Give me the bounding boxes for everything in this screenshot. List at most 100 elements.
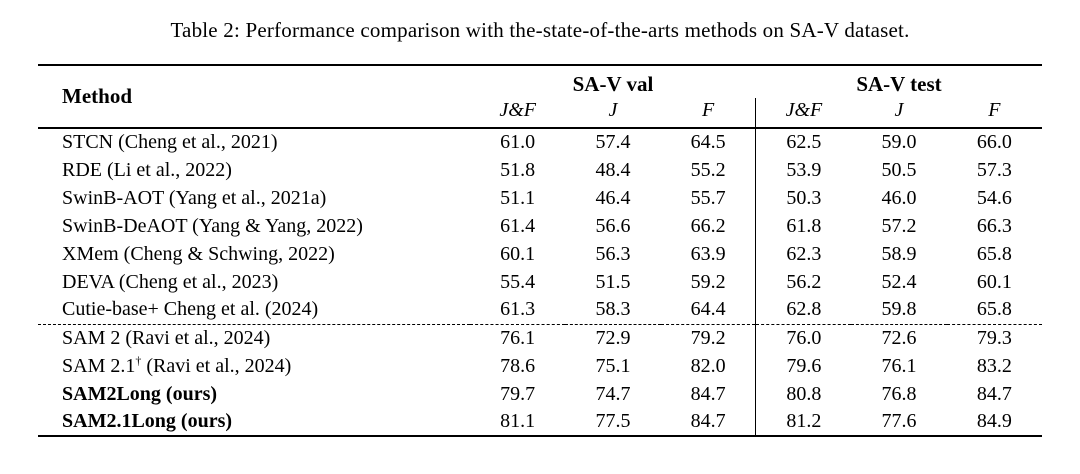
results-table: Method SA-V val SA-V test J&F J F J&F J … — [38, 64, 1042, 437]
metric-header-val-j: J — [608, 99, 618, 121]
value-cell: 60.1 — [976, 270, 1012, 293]
value-cell: 50.3 — [755, 184, 852, 212]
value-cell: 79.2 — [660, 323, 756, 352]
table-row: SwinB-DeAOT (Yang & Yang, 2022) 61.4 56.6 6… — [38, 212, 1042, 240]
table-row: RDE (Li et al., 2022) 51.8 48.4 55.2 53.9 50.… — [38, 156, 1042, 184]
table-body: STCN (Cheng et al., 2021) 61.0 57.4 64.5 62.… — [38, 128, 1042, 436]
table-row: SAM 2 (Ravi et al., 2024) 76.1 72.9 79.2 76.… — [38, 323, 1042, 352]
value-cell: 62.8 — [755, 296, 852, 324]
value-cell: 55.7 — [690, 186, 726, 209]
value-cell: 79.6 — [755, 352, 852, 380]
value-cell: 81.2 — [755, 408, 852, 436]
value-cell: 59.0 — [881, 131, 917, 153]
value-cell: 48.4 — [595, 158, 631, 181]
value-cell: 51.1 — [500, 186, 536, 209]
value-cell: 60.1 — [500, 242, 536, 265]
value-cell: 52.4 — [881, 270, 917, 293]
value-cell: 75.1 — [595, 354, 631, 377]
method-cell: XMem (Cheng & Schwing, 2022) — [62, 242, 335, 265]
value-cell: 74.7 — [595, 382, 631, 405]
method-cell: DEVA (Cheng et al., 2023) — [62, 270, 279, 293]
method-cell: RDE (Li et al., 2022) — [62, 158, 232, 181]
value-cell: 65.8 — [976, 298, 1012, 321]
value-cell: 57.3 — [976, 158, 1012, 181]
table-row: DEVA (Cheng et al., 2023) 55.4 51.5 59.2 56.… — [38, 268, 1042, 296]
value-cell: 79.7 — [500, 382, 536, 405]
value-cell: 66.3 — [976, 214, 1012, 237]
metric-header-val-f: F — [701, 99, 715, 121]
value-cell: 57.2 — [881, 214, 917, 237]
table-container: Method SA-V val SA-V test J&F J F J&F J … — [38, 64, 1042, 437]
method-cell: SAM2Long (ours) — [62, 382, 218, 405]
dagger-mark: † — [135, 352, 142, 367]
value-cell: 55.4 — [500, 270, 536, 293]
value-cell: 50.5 — [881, 158, 917, 181]
metric-header-test-jf: J&F — [755, 98, 852, 128]
value-cell: 84.9 — [976, 410, 1012, 432]
value-cell: 51.5 — [595, 270, 631, 293]
method-cell: SAM2.1Long (ours) — [62, 410, 233, 432]
method-cell: STCN (Cheng et al., 2021) — [62, 131, 278, 153]
value-cell: 61.4 — [500, 214, 536, 237]
value-cell: 55.2 — [690, 158, 726, 181]
value-cell: 84.7 — [690, 382, 726, 405]
group-header-sav-test: SA-V test — [856, 71, 942, 96]
method-cell: SwinB-AOT (Yang et al., 2021a) — [62, 186, 327, 209]
value-cell: 61.3 — [500, 298, 536, 321]
value-cell: 63.9 — [690, 242, 726, 265]
value-cell: 66.2 — [690, 214, 726, 237]
value-cell: 78.6 — [500, 354, 536, 377]
value-cell: 56.3 — [595, 242, 631, 265]
metric-header-test-j: J — [894, 99, 904, 121]
value-cell: 84.7 — [976, 382, 1012, 405]
value-cell: 59.2 — [690, 270, 726, 293]
value-cell: 76.1 — [881, 354, 917, 377]
table-row: SAM2.1Long (ours) 81.1 77.5 84.7 81.2 77.6 84.… — [38, 408, 1042, 436]
value-cell: 56.6 — [595, 214, 631, 237]
value-cell: 59.8 — [881, 298, 917, 321]
value-cell: 83.2 — [976, 354, 1012, 377]
table-row: SwinB-AOT (Yang et al., 2021a) 51.1 46.4 55… — [38, 184, 1042, 212]
value-cell: 64.5 — [690, 131, 726, 153]
value-cell: 82.0 — [690, 354, 726, 377]
value-cell: 76.1 — [470, 323, 566, 352]
value-cell: 66.0 — [976, 131, 1012, 153]
table-header: Method SA-V val SA-V test J&F J F J&F J … — [38, 65, 1042, 128]
value-cell: 77.5 — [595, 410, 631, 432]
value-cell: 62.3 — [755, 240, 852, 268]
value-cell: 57.4 — [595, 131, 631, 153]
table-row: SAM 2.1† (Ravi et al., 2024) 78.6 75.1 82.0… — [38, 352, 1042, 380]
value-cell: 76.0 — [755, 323, 852, 352]
metric-header-val-jf: J&F — [499, 99, 536, 121]
value-cell: 65.8 — [976, 242, 1012, 265]
table-row: STCN (Cheng et al., 2021) 61.0 57.4 64.5 62.… — [38, 128, 1042, 156]
group-header-row: Method SA-V val SA-V test — [38, 65, 1042, 109]
value-cell: 80.8 — [755, 380, 852, 408]
value-cell: 53.9 — [755, 156, 852, 184]
table-row: XMem (Cheng & Schwing, 2022) 60.1 56.3 63.9… — [38, 240, 1042, 268]
value-cell: 61.0 — [500, 131, 536, 153]
method-cell: Cutie-base+ Cheng et al. (2024) — [62, 298, 319, 321]
value-cell: 62.5 — [755, 128, 852, 156]
value-cell: 72.9 — [565, 323, 661, 352]
value-cell: 46.0 — [881, 186, 917, 209]
value-cell: 58.9 — [881, 242, 917, 265]
value-cell: 64.4 — [690, 298, 726, 321]
value-cell: 61.8 — [755, 212, 852, 240]
value-cell: 46.4 — [595, 186, 631, 209]
value-cell: 51.8 — [500, 158, 536, 181]
value-cell: 58.3 — [595, 298, 631, 321]
table-row: Cutie-base+ Cheng et al. (2024) 61.3 58.3 6… — [38, 296, 1042, 324]
value-cell: 77.6 — [881, 410, 917, 432]
value-cell: 79.3 — [946, 323, 1042, 352]
method-cell: SwinB-DeAOT (Yang & Yang, 2022) — [62, 214, 363, 237]
method-column-header: Method — [62, 84, 132, 108]
value-cell: 72.6 — [851, 323, 947, 352]
value-cell: 81.1 — [500, 410, 536, 432]
method-cell: SAM 2 (Ravi et al., 2024) — [38, 323, 470, 352]
value-cell: 54.6 — [976, 186, 1012, 209]
table-caption: Table 2: Performance comparison with the… — [170, 18, 910, 42]
table-row: SAM2Long (ours) 79.7 74.7 84.7 80.8 76.8 84.7 — [38, 380, 1042, 408]
method-cell: SAM 2.1† (Ravi et al., 2024) — [62, 352, 292, 377]
value-cell: 56.2 — [755, 268, 852, 296]
